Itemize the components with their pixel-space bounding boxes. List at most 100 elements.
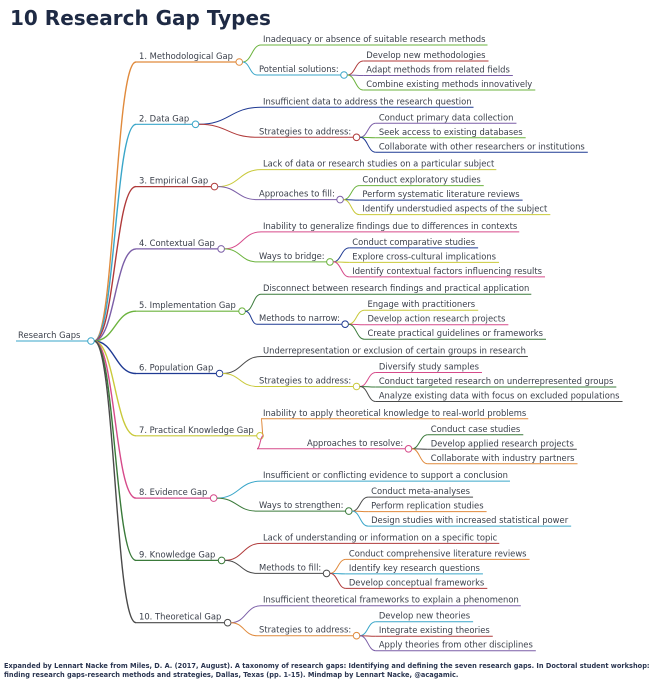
gap-4-approach-branch [224, 248, 258, 263]
gap-2-item-3: Collaborate with other researchers or in… [379, 141, 585, 151]
gap-10-label: 10. Theoretical Gap [139, 612, 221, 622]
gap-1-item-3-branch [347, 74, 364, 91]
gap-9-approach-node[interactable] [322, 569, 331, 578]
gap-1-item-1: Develop new methodologies [366, 50, 485, 60]
gap-3-definition: Lack of data or research studies on a pa… [263, 159, 495, 169]
gap-10-branch [93, 340, 137, 624]
gap-8-label: 8. Evidence Gap [139, 487, 207, 497]
gap-7-item-1: Conduct case studies [431, 424, 520, 434]
gap-9-item-3: Develop conceptual frameworks [349, 577, 484, 587]
gap-3-approach-branch [217, 186, 258, 201]
gap-9-approach-label: Methods to fill: [259, 562, 321, 572]
gap-5-item-1: Engage with practitioners [367, 299, 475, 309]
gap-7-approach-node[interactable] [404, 445, 413, 453]
gap-1-approach-label: Potential solutions: [259, 64, 339, 74]
gap-3-item-1-branch [343, 185, 360, 201]
gap-7-item-1-branch [411, 434, 428, 450]
root-node[interactable] [87, 337, 95, 345]
gap-2-item-2: Seek access to existing databases [379, 127, 523, 137]
gap-4-label: 4. Contextual Gap [139, 238, 215, 248]
gap-6-approach-branch [222, 373, 258, 387]
gap-1-label: 1. Methodological Gap [139, 51, 233, 61]
gap-8-approach-label: Ways to strengthen: [259, 500, 344, 510]
gap-5-item-3-branch [348, 323, 365, 340]
gap-9-node[interactable] [217, 556, 226, 565]
gap-5-item-1-branch [348, 309, 365, 325]
gap-7-label: 7. Practical Knowledge Gap [139, 425, 254, 435]
gap-9-definition-branch [224, 542, 262, 561]
gap-6-item-3-branch [359, 386, 376, 402]
gap-5-approach-label: Methods to narrow: [259, 313, 340, 323]
gap-3-node[interactable] [210, 182, 219, 191]
gap-10-item-1: Develop new theories [379, 611, 470, 621]
gap-2-approach-node[interactable] [352, 133, 361, 142]
gap-2-node[interactable] [191, 120, 200, 129]
gap-5-item-3: Create practical guidelines or framework… [367, 328, 543, 338]
gap-9-label: 9. Knowledge Gap [139, 549, 215, 559]
gap-5-definition-branch [245, 293, 262, 312]
gap-4-approach-node[interactable] [326, 258, 334, 266]
gap-4-definition-branch [224, 231, 262, 250]
gap-2-label: 2. Data Gap [139, 113, 189, 123]
gap-3-definition-branch [217, 169, 262, 188]
gap-10-definition-branch [230, 605, 262, 624]
gap-6-item-1-branch [359, 372, 376, 387]
gap-5-approach-branch [245, 310, 258, 325]
gap-8-item-3-branch [352, 510, 369, 527]
gap-1-item-1-branch [347, 60, 364, 76]
gap-3-item-3: Identify understudied aspects of the sub… [362, 204, 548, 214]
gap-10-item-3: Apply theories from other disciplines [379, 640, 533, 650]
gap-2-definition: Insufficient data to address the researc… [263, 96, 472, 106]
gap-6-item-2: Conduct targeted research on underrepres… [379, 376, 613, 386]
gap-9-item-3-branch [329, 572, 346, 589]
gap-10-node[interactable] [223, 618, 232, 627]
gap-6-branch [93, 340, 137, 375]
gap-9-item-1-branch [329, 558, 346, 574]
gap-1-approach-branch [242, 61, 258, 76]
gap-7-item-3: Collaborate with industry partners [431, 453, 575, 463]
gap-9-definition: Lack of understanding or information on … [263, 532, 498, 542]
gap-1-node[interactable] [235, 58, 244, 66]
gap-10-approach-label: Strategies to address: [259, 625, 351, 635]
gap-10-item-2: Integrate existing theories [379, 625, 490, 635]
gap-3-item-3-branch [343, 199, 360, 216]
gap-4-item-1: Conduct comparative studies [352, 237, 475, 247]
gap-8-approach-node[interactable] [345, 507, 353, 515]
gap-5-approach-node[interactable] [341, 320, 349, 329]
gap-6-node[interactable] [215, 369, 224, 378]
gap-1-branch [93, 61, 137, 342]
page-title: 10 Research Gap Types [10, 6, 271, 30]
gap-2-definition-branch [198, 106, 262, 125]
gap-8-item-1: Conduct meta-analyses [371, 486, 470, 496]
gap-7-item-2: Develop applied research projects [431, 438, 574, 448]
gap-4-approach-label: Ways to bridge: [259, 251, 325, 261]
gap-3-approach-node[interactable] [336, 195, 344, 204]
gap-10-item-3-branch [359, 635, 376, 652]
gap-5-label: 5. Implementation Gap [139, 300, 236, 310]
gap-10-approach-branch [230, 622, 258, 637]
gap-6-item-3: Analyze existing data with focus on excl… [379, 391, 620, 401]
gap-7-item-3-branch [411, 448, 428, 465]
gap-1-definition: Inadequacy or absence of suitable resear… [263, 34, 486, 44]
gap-9-branch [93, 340, 137, 562]
gap-10-approach-node[interactable] [352, 631, 361, 640]
gap-3-approach-label: Approaches to fill: [259, 189, 335, 199]
gap-8-definition-branch [216, 480, 262, 499]
mindmap-diagram: Research Gaps 1. Methodological Gap Inadeq… [16, 34, 623, 652]
gap-4-item-2: Explore cross-cultural implications [352, 251, 496, 261]
gap-8-node[interactable] [209, 494, 218, 502]
gap-8-item-2: Perform replication studies [371, 501, 483, 511]
gap-4-node[interactable] [217, 245, 225, 253]
gap-8-approach-branch [216, 497, 258, 512]
gap-7-definition: Inability to apply theoretical knowledge… [263, 408, 526, 418]
gap-6-definition-branch [222, 356, 262, 374]
gap-7-branch [93, 340, 137, 437]
gap-6-approach-node[interactable] [352, 382, 361, 391]
gap-3-item-1: Conduct exploratory studies [362, 175, 480, 185]
gap-6-item-1: Diversify study samples [379, 362, 479, 372]
gap-5-node[interactable] [238, 307, 246, 316]
gap-1-definition-branch [242, 44, 262, 63]
gap-5-definition: Disconnect between research findings and… [263, 283, 529, 293]
gap-1-approach-node[interactable] [340, 71, 348, 79]
